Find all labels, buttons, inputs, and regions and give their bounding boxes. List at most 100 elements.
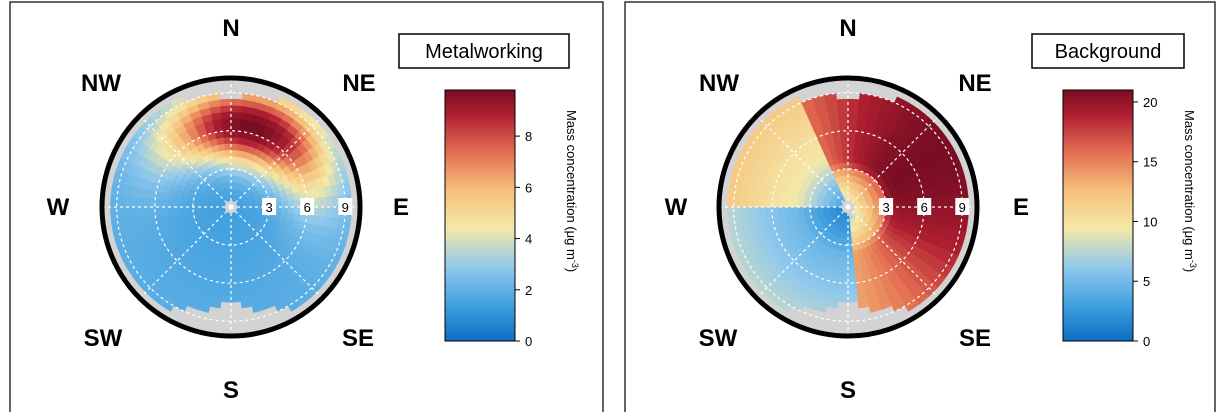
concentration-cell <box>325 196 333 208</box>
concentration-cell <box>841 149 849 157</box>
colorbar-tick-label: 10 <box>1143 214 1157 229</box>
concentration-cell <box>835 149 843 158</box>
concentration-cell <box>230 149 238 157</box>
concentration-cell <box>868 303 882 313</box>
concentration-cell <box>842 155 849 164</box>
concentration-cell <box>230 295 242 303</box>
colorbar-tick-label: 6 <box>525 180 532 195</box>
concentration-cell <box>823 93 837 102</box>
colorbar-background: 0 5 10 15 20 Mass concentration (μg m-3) <box>1062 89 1198 349</box>
ring-label: 3 <box>882 200 889 215</box>
concentration-cell <box>903 193 912 202</box>
concentration-cell <box>222 124 232 132</box>
concentration-cell <box>331 195 340 208</box>
concentration-cell <box>857 299 870 309</box>
concentration-cell <box>910 206 919 215</box>
colorbar-tick-label: 20 <box>1143 95 1157 110</box>
concentration-cell <box>847 263 855 271</box>
compass-NE: NE <box>342 70 375 97</box>
concentration-cell <box>230 257 238 265</box>
concentration-cell <box>841 143 849 151</box>
colorbar-tick-label: 0 <box>1143 334 1150 349</box>
concentration-cell <box>936 196 944 208</box>
concentration-cell <box>847 244 853 252</box>
concentration-cell <box>154 206 162 216</box>
concentration-cell <box>219 98 232 107</box>
concentration-cell <box>746 196 754 208</box>
concentration-cell <box>224 143 232 151</box>
colorbar-tick-label: 4 <box>525 232 532 247</box>
concentration-cell <box>847 117 858 126</box>
concentration-cell <box>122 195 131 208</box>
site-label: Background <box>1055 41 1162 63</box>
polar-map-background: 3 6 9 <box>716 75 980 339</box>
concentration-cell <box>274 206 283 213</box>
concentration-cell <box>230 136 239 145</box>
concentration-cell <box>287 200 295 208</box>
concentration-cell <box>837 111 849 119</box>
compass-NW: NW <box>699 70 739 97</box>
concentration-cell <box>790 206 798 214</box>
concentration-cell <box>274 201 283 208</box>
concentration-cell <box>839 282 849 290</box>
ring-label: 6 <box>304 200 311 215</box>
ring-label: 3 <box>265 200 272 215</box>
concentration-cells <box>727 93 969 313</box>
concentration-cell <box>173 200 181 208</box>
concentration-cell <box>224 263 232 271</box>
concentration-cell <box>251 303 265 313</box>
ring-label-bg <box>917 198 932 215</box>
concentration-cell <box>803 206 811 212</box>
concentration-cell <box>222 276 232 284</box>
concentration-cell <box>230 263 238 271</box>
colorbar-tick-label: 5 <box>1143 274 1150 289</box>
ring-label-bg <box>879 198 894 215</box>
concentration-cell <box>224 149 232 157</box>
site-label-box <box>1031 33 1185 69</box>
concentration-cell <box>160 199 169 208</box>
concentration-cell <box>230 276 240 284</box>
concentration-cell <box>847 105 859 113</box>
concentration-cell <box>777 199 786 208</box>
concentration-cell <box>936 206 944 218</box>
concentration-cell <box>847 288 858 297</box>
compass-NE: NE <box>958 70 991 97</box>
site-label-box <box>398 33 570 69</box>
concentration-cell <box>752 196 760 208</box>
concentration-cell <box>287 299 303 312</box>
concentration-cell <box>847 295 859 303</box>
concentration-cell <box>790 200 798 208</box>
concentration-cell <box>837 105 849 113</box>
concentration-cell <box>230 269 239 278</box>
concentration-cell <box>847 155 854 164</box>
concentration-cell <box>293 206 302 215</box>
colorbar-tick-label: 0 <box>525 334 532 349</box>
concentration-cell <box>236 256 244 265</box>
concentration-cell <box>739 206 748 219</box>
concentration-cell <box>784 212 793 221</box>
concentration-cell <box>838 117 849 126</box>
concentration-cell <box>325 206 333 218</box>
concentration-cell <box>226 162 232 170</box>
concentration-cell <box>765 206 773 216</box>
compass-SE: SE <box>959 325 991 352</box>
concentration-cell <box>179 206 188 213</box>
colorbar-gradient <box>1062 89 1134 342</box>
concentration-cell <box>847 130 857 138</box>
concentration-cell <box>758 206 767 217</box>
concentration-cell <box>853 256 861 265</box>
concentration-cell <box>173 206 181 214</box>
concentration-cell <box>160 206 169 215</box>
concentration-cell <box>839 276 849 284</box>
site-label: Metalworking <box>425 41 543 63</box>
polar-outline <box>99 75 363 339</box>
concentration-cell <box>847 250 854 259</box>
compass-S: S <box>223 377 239 404</box>
concentration-cell <box>847 269 856 278</box>
concentration-cell <box>838 288 849 297</box>
concentration-cell <box>847 149 855 157</box>
colorbar-title: Mass concentration (μg m-3) <box>1182 110 1198 272</box>
compass-W: W <box>665 194 688 221</box>
compass-N: N <box>839 15 856 42</box>
concentration-cell <box>765 198 773 208</box>
